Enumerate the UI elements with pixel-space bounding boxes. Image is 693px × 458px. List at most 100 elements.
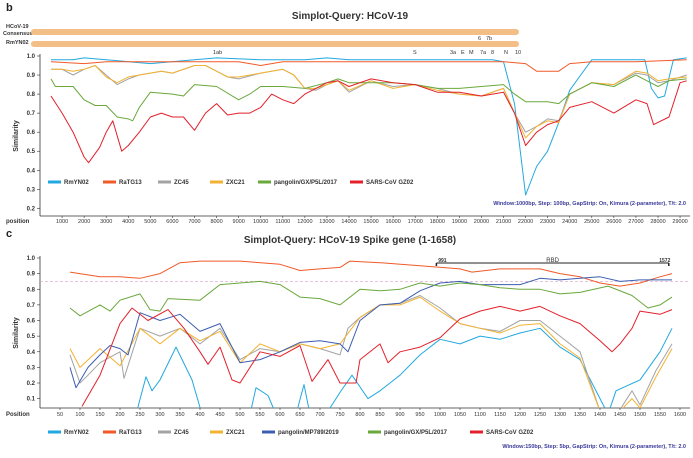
series-line-ratg13: [50, 59, 687, 72]
query-genome-bar: [31, 41, 519, 47]
y-tick-label: 1.0: [27, 256, 36, 262]
gene-3a: 3a: [450, 50, 457, 56]
x-tick-label: 1250: [534, 412, 546, 418]
x-tick-label: 17000: [408, 219, 423, 225]
gene-N: N: [504, 50, 508, 56]
series-line-pangolin-mp789-2019: [69, 276, 672, 389]
x-tick-label: 24000: [562, 219, 577, 225]
x-tick-label: 22000: [518, 219, 533, 225]
x-tick-label: 11000: [275, 219, 290, 225]
gene-S: S: [413, 50, 417, 56]
x-tick-label: 1000: [56, 219, 68, 225]
x-tick-label: 16000: [385, 219, 400, 225]
gene-1ab: 1ab: [213, 50, 223, 56]
x-tick-label: 450: [215, 412, 224, 418]
y-tick-label: 0.9: [27, 73, 36, 79]
x-tick-label: 1000: [434, 412, 446, 418]
chart-0: 0.2 0.3 0.4 0.5 0.6 0.7 0.8 0.9 1.0 1000 2000 3000 4…: [6, 54, 690, 225]
x-tick-label: 14000: [341, 219, 356, 225]
legend-label: SARS-CoV GZ02: [366, 180, 414, 186]
legend-label: RaTG13: [119, 180, 142, 186]
x-tick-label: 1300: [554, 412, 566, 418]
y-tick-label: 0.8: [27, 287, 36, 293]
query-label: RmYN02: [6, 40, 29, 46]
x-tick-label: 150: [95, 412, 104, 418]
y-tick-label: 0.8: [27, 92, 36, 98]
y-tick-label: 0.9: [27, 272, 36, 278]
chart-1: 0.1 0.2 0.3 0.4 0.5 0.6 0.7 0.8 0.9 1.0 50 100 150 20…: [6, 256, 690, 450]
y-tick-label: 0.6: [27, 319, 36, 325]
x-tick-label: 9000: [233, 219, 245, 225]
x-tick-label: 29000: [672, 219, 687, 225]
legend-label: pangolin/MP789/2019: [278, 430, 339, 436]
series-line-rmyn02: [51, 57, 687, 196]
x-tick-label: 1500: [634, 412, 646, 418]
x-tick-label: 12000: [297, 219, 312, 225]
x-axis-label: position: [6, 219, 30, 225]
x-tick-label: 850: [375, 412, 384, 418]
chart-b-title: Simplot-Query: HCoV-19: [291, 11, 409, 22]
series-line-pangolin-gx-p5l-2017: [69, 280, 673, 317]
x-tick-label: 26000: [606, 219, 621, 225]
legend-label: ZC45: [174, 430, 189, 436]
x-tick-label: 28000: [650, 219, 665, 225]
y-tick-label: 0.5: [27, 149, 36, 155]
x-tick-label: 6000: [166, 219, 178, 225]
x-tick-label: 250: [135, 412, 144, 418]
x-tick-label: 19000: [452, 219, 467, 225]
x-tick-label: 400: [195, 412, 204, 418]
legend-label: RmYN02: [64, 430, 89, 436]
y-tick-label: 0.1: [27, 397, 36, 403]
x-tick-label: 550: [255, 412, 264, 418]
parameters-note: Window:150bp, Step: 5bp, GapStrip: On, K…: [502, 444, 686, 450]
consensus-genome-bar: [31, 29, 519, 35]
x-tick-label: 1150: [494, 412, 506, 418]
series-line-rmyn02: [137, 327, 673, 408]
x-tick-label: 25000: [584, 219, 599, 225]
series-line-sars-cov-gz02: [81, 305, 673, 407]
panel-label-c: c: [6, 228, 13, 240]
legend-label: ZC45: [174, 180, 189, 186]
gene-7b: 7b: [486, 36, 493, 42]
legend-label: ZXC21: [226, 180, 245, 186]
x-tick-label: 8000: [210, 219, 222, 225]
rbd-label: RBD: [546, 258, 559, 264]
gene-10: 10: [515, 50, 522, 56]
series-group: [69, 260, 673, 408]
x-tick-label: 200: [115, 412, 124, 418]
x-tick-label: 1200: [514, 412, 526, 418]
y-tick-label: 0.3: [27, 187, 36, 193]
x-tick-label: 1050: [454, 412, 466, 418]
x-tick-label: 1450: [614, 412, 626, 418]
parameters-note: Window:1000bp, Step: 100bp, GapStrip: On…: [493, 201, 686, 207]
y-tick-label: 0.4: [27, 350, 36, 356]
y-tick-label: 0.6: [27, 130, 36, 136]
y-axis-label: Similarity: [13, 317, 20, 349]
gene-8: 8: [491, 50, 495, 56]
x-tick-label: 700: [315, 412, 324, 418]
x-tick-label: 1600: [674, 412, 686, 418]
series-line-zc45: [69, 295, 673, 408]
gene-M: M: [469, 50, 474, 56]
gene-E: E: [461, 50, 465, 56]
x-tick-label: 7000: [188, 219, 200, 225]
consensus-label: HCoV-19: [6, 24, 29, 30]
y-tick-label: 0.7: [27, 303, 36, 309]
consensus-label-2: Consensus: [3, 31, 33, 37]
panel-label-b: b: [6, 2, 13, 14]
x-tick-label: 950: [415, 412, 424, 418]
chart-c-title: Simplot-Query: HCoV-19 Spike gene (1-165…: [243, 235, 457, 246]
x-tick-label: 5000: [144, 219, 156, 225]
series-line-ratg13: [69, 260, 673, 287]
x-tick-label: 18000: [430, 219, 445, 225]
x-tick-label: 100: [75, 412, 84, 418]
x-tick-label: 15000: [363, 219, 378, 225]
y-tick-label: 0.2: [27, 381, 36, 387]
x-tick-label: 27000: [628, 219, 643, 225]
rbd-start-label: 991: [438, 258, 447, 264]
x-tick-label: 350: [175, 412, 184, 418]
series-line-pangolin-gx-p5l-2017: [50, 74, 687, 122]
x-tick-label: 10000: [253, 219, 268, 225]
rbd-end-label: 1572: [659, 258, 670, 264]
legend-label: pangolin/GX/P5L/2017: [274, 180, 338, 186]
